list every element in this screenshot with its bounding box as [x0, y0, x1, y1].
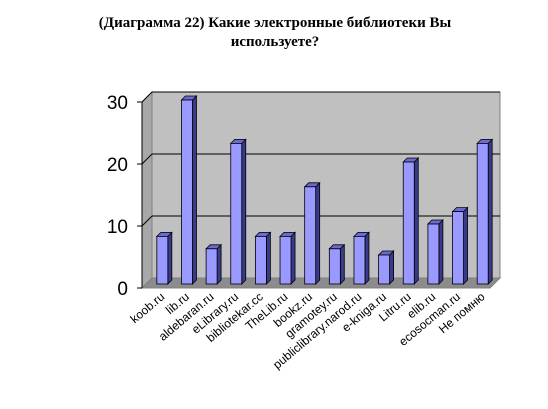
bar-front — [254, 235, 267, 285]
bar-side — [167, 231, 173, 285]
chart-title-line-1: (Диаграмма 22) Какие электронные библиот… — [98, 15, 452, 31]
y-tick-label: 30 — [107, 93, 128, 114]
bar-front — [452, 211, 464, 285]
bar-elibrary-ru — [229, 138, 247, 285]
bar-side — [413, 157, 419, 285]
bar-side — [364, 231, 370, 285]
bar-side — [290, 231, 296, 285]
bar-side — [265, 231, 271, 285]
bar-side — [487, 138, 493, 285]
bar-не-помню — [476, 138, 494, 285]
bar-koob-ru — [155, 231, 173, 285]
bar-side — [192, 95, 197, 285]
gridline-side — [141, 215, 153, 227]
back-wall — [151, 91, 501, 279]
gridline-side — [141, 91, 153, 103]
y-axis-ticks: 0 10 20 30 — [107, 93, 143, 300]
bar-side — [315, 181, 321, 285]
bar-bibliotekar-cc — [254, 231, 272, 285]
bar-front — [328, 248, 341, 285]
chart-gridlines — [141, 91, 500, 227]
chart-bars — [155, 95, 494, 285]
bar-lib-ru — [180, 95, 198, 285]
bar-ecosocman-ru — [451, 206, 469, 285]
bar-front — [378, 254, 391, 285]
bar-thelib-ru — [279, 231, 297, 285]
side-wall — [141, 90, 153, 290]
bar-publiclibrary-narod-ru — [352, 231, 370, 285]
bar-aldebaran-ru — [205, 243, 223, 285]
bar-litru-ru — [402, 157, 420, 285]
bar-side — [463, 206, 468, 285]
y-tick-label: 10 — [107, 217, 128, 238]
x-tick-label: koob.ru — [128, 290, 168, 326]
bar-front — [156, 235, 169, 285]
chart-title-line-2: используете? — [230, 34, 320, 50]
gridline-side — [141, 153, 153, 165]
bar-front — [476, 142, 489, 285]
bar-side — [339, 243, 345, 285]
bar-front — [304, 186, 317, 285]
bar-side — [241, 138, 247, 285]
bar-front — [402, 161, 415, 285]
chart-title: (Диаграмма 22) Какие электронные библиот… — [60, 14, 490, 52]
y-tick-label: 20 — [107, 155, 128, 176]
bar-side — [216, 243, 222, 285]
x-axis-ticks: koob.rulib.rualdebaran.rueLibrary.rubibl… — [128, 290, 488, 372]
bar-bookz-ru — [303, 181, 321, 285]
bar-gramotey-ru — [328, 243, 346, 285]
bar-elib-ru — [426, 219, 444, 285]
bar-front — [279, 235, 292, 285]
bar-front — [353, 235, 366, 285]
bar-front — [181, 99, 193, 285]
bar-front — [230, 142, 243, 285]
bar-side — [438, 219, 444, 285]
bar-front — [427, 223, 440, 285]
y-tick-label: 0 — [117, 279, 128, 300]
bar-front — [205, 248, 218, 285]
bar-side — [389, 250, 395, 285]
bar-e-kniga-ru — [377, 250, 395, 285]
